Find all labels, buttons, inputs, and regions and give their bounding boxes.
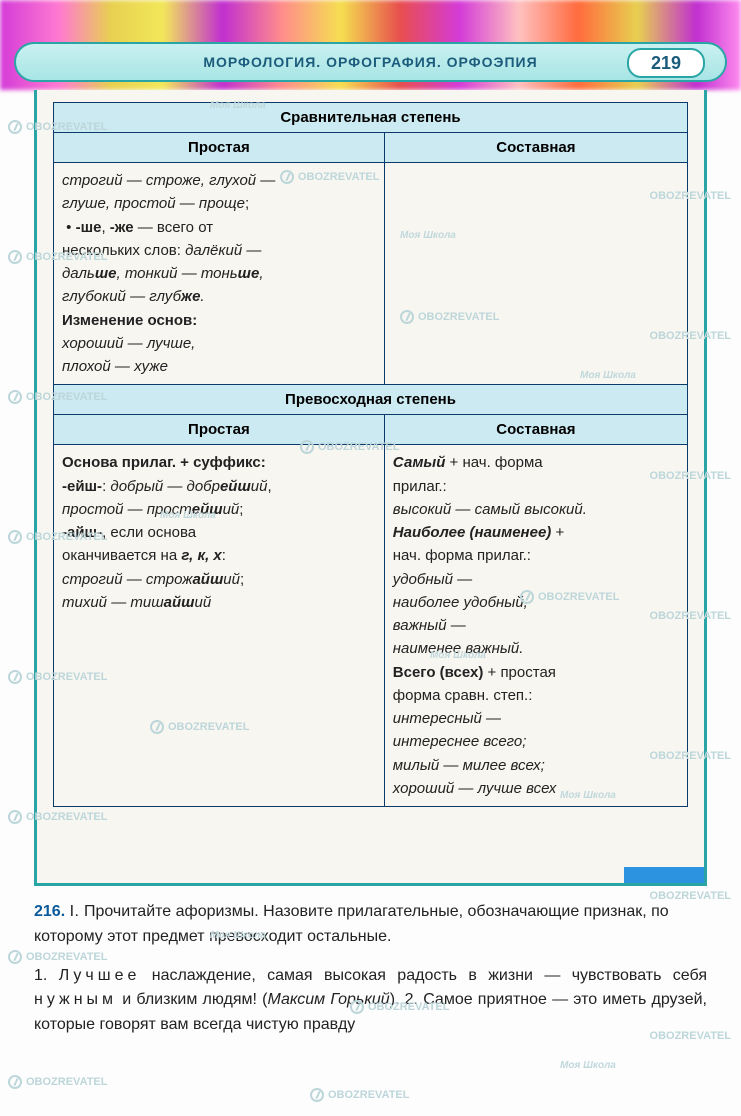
- watermark-icon: [8, 390, 22, 404]
- page-number-pill: 219: [627, 48, 705, 78]
- header-band: МОРФОЛОГИЯ. ОРФОГРАФИЯ. ОРФОЭПИЯ 219: [14, 42, 727, 82]
- header-title: МОРФОЛОГИЯ. ОРФОГРАФИЯ. ОРФОЭПИЯ: [203, 54, 537, 70]
- watermark-icon: [8, 250, 22, 264]
- exercise-block: 216. I. Прочитайте афоризмы. Назовите пр…: [34, 900, 707, 1038]
- watermark-icon: [8, 120, 22, 134]
- exercise-number: 216.: [34, 903, 65, 920]
- exercise-text: Прочитайте афоризмы. Назовите прилагател…: [34, 903, 669, 945]
- exercise-instruction: 216. I. Прочитайте афоризмы. Назовите пр…: [34, 900, 707, 950]
- section-superlative-header: Превосходная степень: [54, 385, 688, 415]
- col-compound-header-1: Составная: [384, 133, 687, 163]
- watermark-icon: [8, 1075, 22, 1089]
- page-number: 219: [651, 53, 681, 74]
- watermark-icon: [8, 670, 22, 684]
- watermark-icon: [8, 950, 22, 964]
- watermark: OBOZREVATEL: [8, 1075, 107, 1089]
- grammar-table: Сравнительная степень Простая Составная …: [53, 102, 688, 807]
- watermark-icon: [310, 1088, 324, 1102]
- cell-superlative-compound: Самый + нач. формаприлаг.: высокий — сам…: [384, 445, 687, 807]
- watermark-sub: Моя Школа: [560, 1060, 616, 1071]
- col-simple-header-2: Простая: [54, 415, 385, 445]
- watermark-icon: [8, 530, 22, 544]
- section-comparative-header: Сравнительная степень: [54, 103, 688, 133]
- watermark: OBOZREVATEL: [310, 1088, 409, 1102]
- cell-comparative-simple: строгий — строже, глухой —глуше, простой…: [54, 163, 385, 385]
- exercise-body: 1. Лучшее наслаждение, самая высокая рад…: [34, 964, 707, 1038]
- watermark-icon: [8, 810, 22, 824]
- cell-comparative-compound: [384, 163, 687, 385]
- cell-superlative-simple: Основа прилаг. + суффикс: -ейш-: добрый …: [54, 445, 385, 807]
- col-compound-header-2: Составная: [384, 415, 687, 445]
- corner-tag: [624, 867, 704, 883]
- page-frame: Сравнительная степень Простая Составная …: [34, 90, 707, 886]
- col-simple-header-1: Простая: [54, 133, 385, 163]
- exercise-part: I.: [70, 903, 80, 920]
